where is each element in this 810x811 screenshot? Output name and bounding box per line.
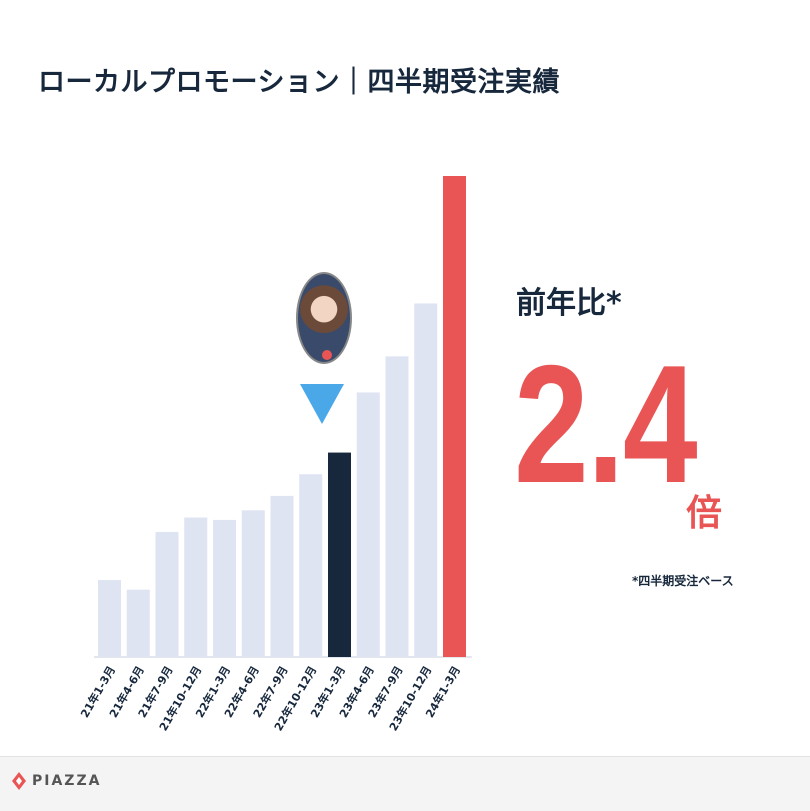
yoy-label: 前年比* — [516, 286, 622, 321]
bar-9 — [328, 452, 351, 657]
down-arrow-icon — [300, 384, 344, 424]
bar-11 — [385, 356, 409, 657]
piazza-logo-icon — [12, 772, 26, 790]
logo: PIAZZA — [12, 772, 101, 790]
bar-4 — [184, 517, 208, 657]
bar-1 — [98, 580, 121, 657]
bar-3 — [155, 531, 179, 657]
bar-2 — [126, 589, 150, 657]
bar-8 — [299, 474, 323, 657]
yoy-unit: 倍 — [686, 493, 723, 534]
bar-chart: 21年1-3月21年4-6月21年7-9月21年10-12月22年1-3月22年… — [77, 176, 472, 733]
page-title: ローカルプロモーション｜四半期受注実績 — [38, 67, 560, 98]
avatar — [296, 272, 352, 364]
yoy-footnote: *四半期受注ベース — [632, 574, 734, 588]
bar-13 — [443, 176, 466, 657]
bar-6 — [241, 510, 265, 657]
yoy-value: 2.4 — [514, 330, 698, 518]
bar-7 — [270, 495, 294, 657]
logo-text: PIAZZA — [32, 773, 102, 789]
bar-12 — [414, 303, 438, 657]
avatar-badge-icon — [322, 350, 332, 360]
bar-5 — [213, 519, 236, 657]
bar-10 — [356, 392, 380, 657]
footer-bar — [0, 756, 810, 811]
